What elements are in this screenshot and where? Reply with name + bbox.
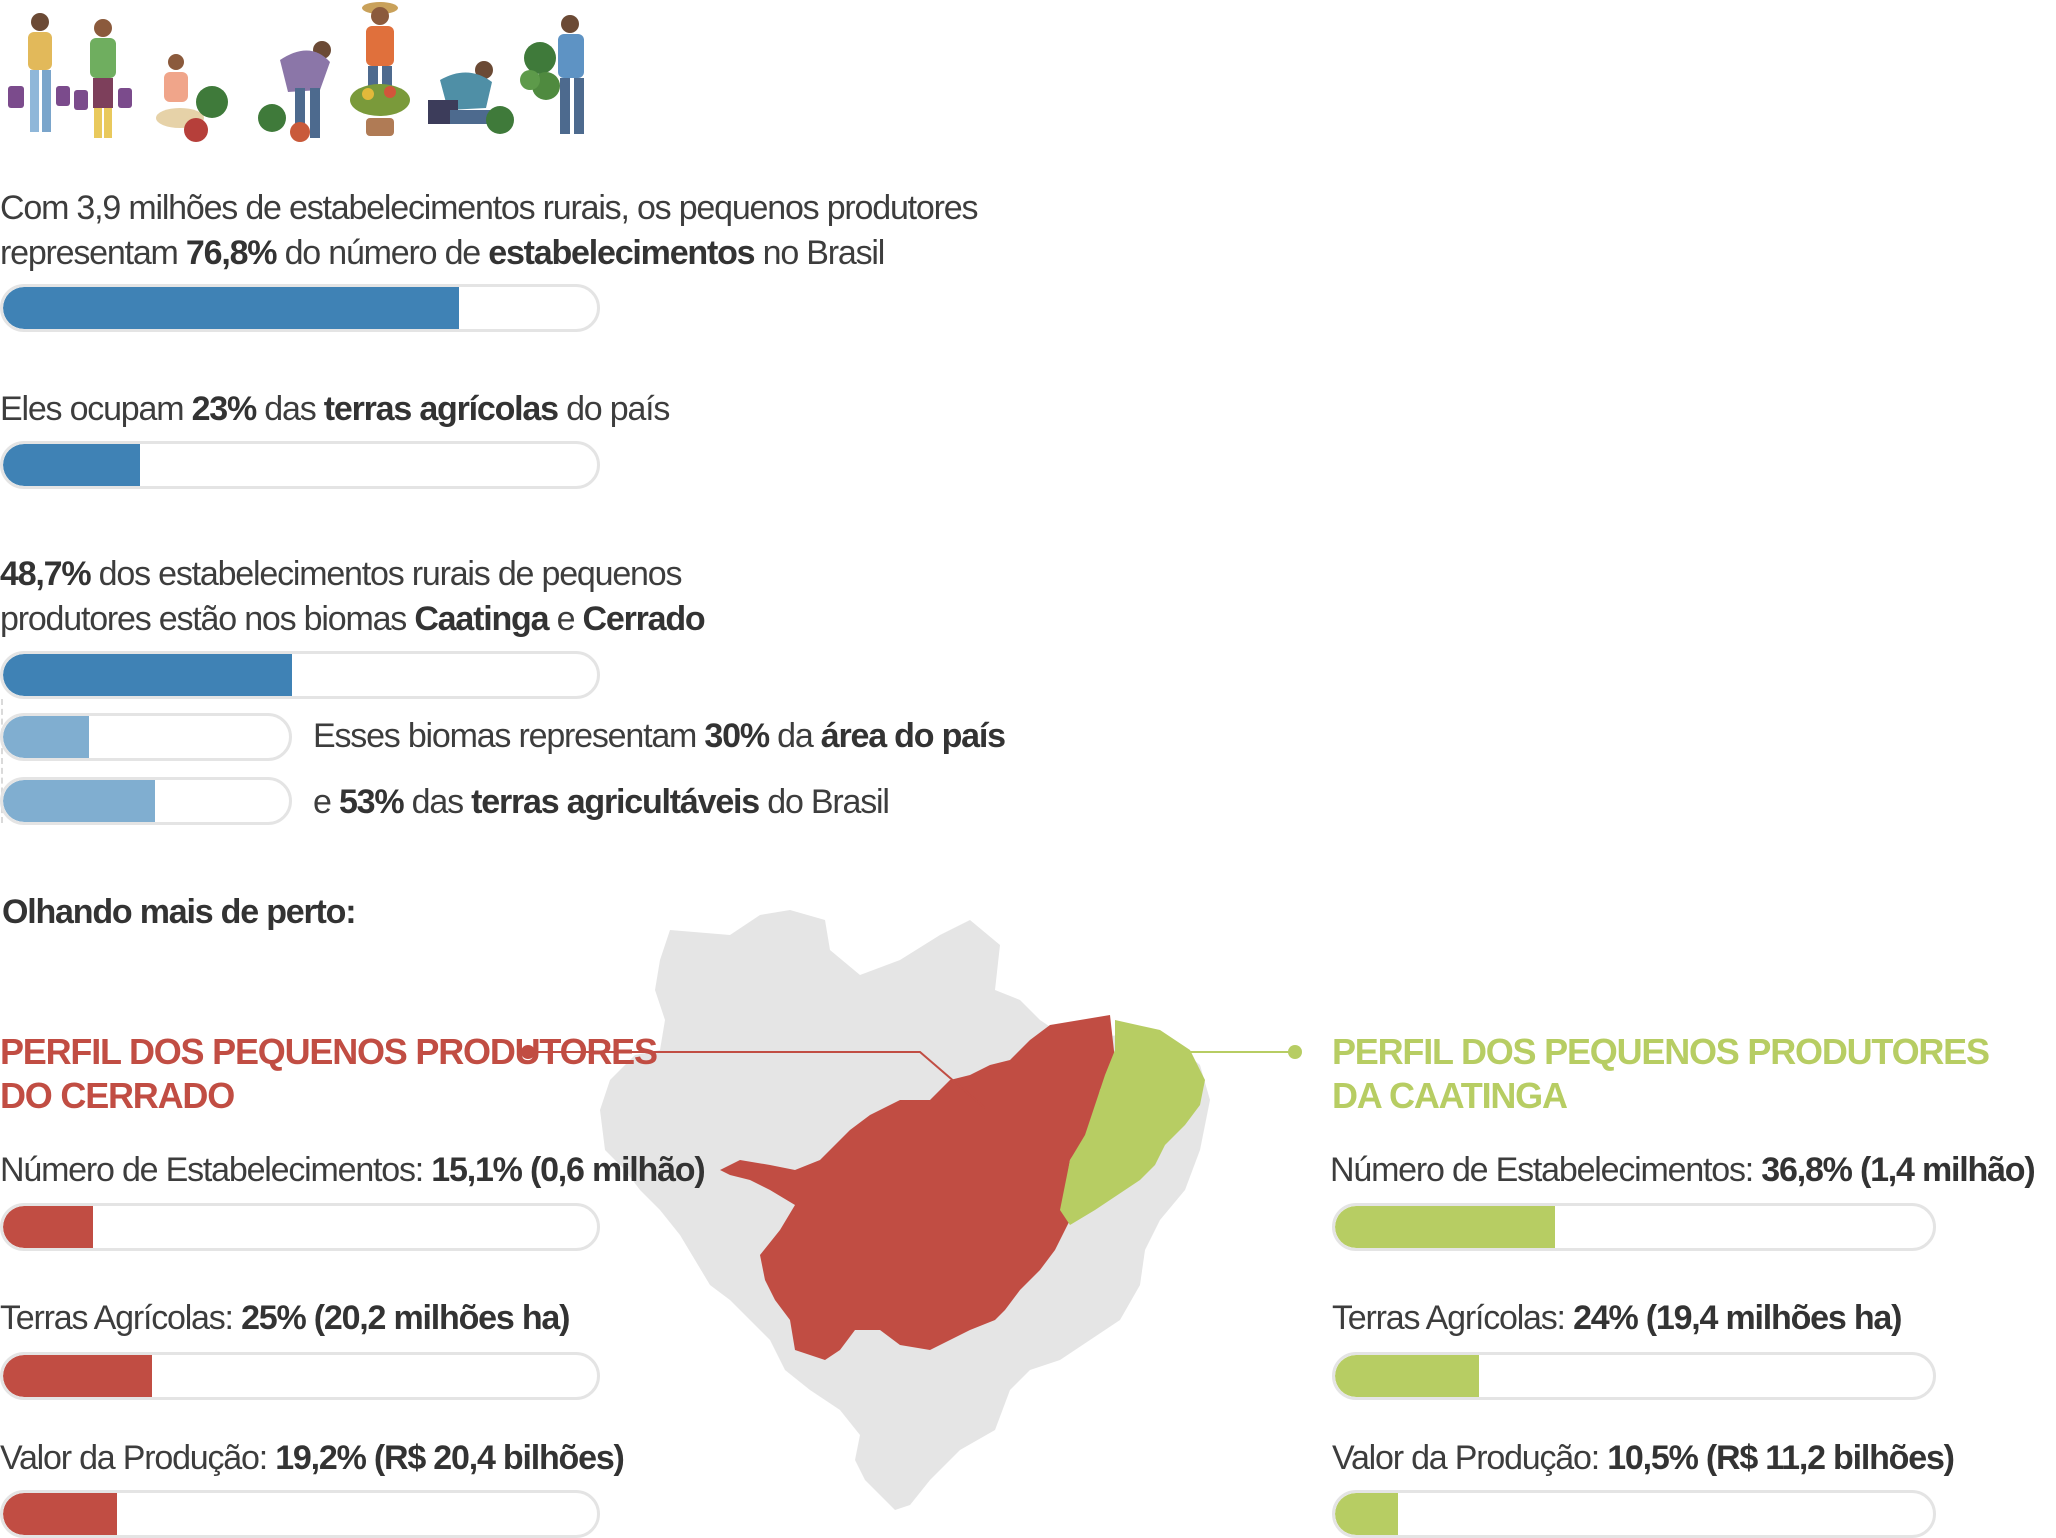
caatinga-item-3-text: Valor da Produção: 10,5% (R$ 11,2 bilhõe… (1332, 1439, 1955, 1477)
caatinga-title-line-1: PERFIL DOS PEQUENOS PRODUTORES (1332, 1031, 1990, 1072)
farmer-with-plants-icon (520, 15, 584, 134)
cerrado-item-1-text: Número de Estabelecimentos: 15,1% (0,6 m… (0, 1151, 706, 1189)
stat-5-bar-track (0, 777, 292, 825)
cerrado-title-line-2: DO CERRADO (0, 1075, 235, 1116)
stat-4-bar-track (0, 713, 292, 761)
cerrado-item-3-text: Valor da Produção: 19,2% (R$ 20,4 bilhõe… (0, 1439, 625, 1477)
cerrado-item-2-bar-fill (3, 1355, 152, 1397)
caatinga-item-1-bar-fill (1335, 1206, 1556, 1248)
stat-2-bar-track (0, 441, 600, 489)
cerrado-item-3-bar-fill (3, 1493, 118, 1535)
farmer-kneeling-icon (428, 61, 514, 134)
caatinga-title-line-2: DA CAATINGA (1332, 1075, 1568, 1116)
cerrado-connector-line (528, 1051, 986, 1109)
caatinga-item-2-bar-track (1332, 1352, 1936, 1400)
stat-3-line-2: produtores estão nos biomas Caatinga e C… (0, 600, 706, 638)
cerrado-item-3-bar-track (0, 1490, 600, 1538)
woman-harvesting-icon (156, 54, 228, 142)
stat-2-text: Eles ocupam 23% das terras agrícolas do … (0, 390, 670, 428)
closer-look-heading: Olhando mais de perto: (2, 893, 357, 931)
stat-1-line-1: Com 3,9 milhões de estabelecimentos rura… (0, 189, 978, 227)
cerrado-region (720, 1015, 1115, 1360)
stat-1-line-2: representam 76,8% do número de estabelec… (0, 234, 885, 272)
cerrado-item-1-bar-track (0, 1203, 600, 1251)
farmer-with-buckets-icon (8, 13, 70, 132)
farmer-bending-icon (258, 41, 331, 142)
stat-3-bar-fill (3, 654, 293, 696)
cerrado-title-line-1: PERFIL DOS PEQUENOS PRODUTORES (0, 1031, 658, 1072)
bracket-dashed-line (1, 699, 3, 823)
cerrado-item-2-text: Terras Agrícolas: 25% (20,2 milhões ha) (0, 1299, 570, 1337)
caatinga-item-1-bar-track (1332, 1203, 1936, 1251)
woman-farmer-with-buckets-icon (74, 19, 132, 138)
caatinga-item-3-bar-fill (1335, 1493, 1398, 1535)
stat-5-text: e 53% das terras agricultáveis do Brasil (313, 783, 890, 821)
caatinga-region (1060, 1020, 1205, 1225)
caatinga-item-1-text: Número de Estabelecimentos: 36,8% (1,4 m… (1330, 1151, 2036, 1189)
farmers-illustration (8, 2, 584, 142)
stat-3-line-1: 48,7% dos estabelecimentos rurais de peq… (0, 555, 682, 593)
caatinga-item-3-bar-track (1332, 1490, 1936, 1538)
stat-5-bar-fill (3, 780, 155, 822)
cerrado-item-2-bar-track (0, 1352, 600, 1400)
stat-1-bar-fill (3, 287, 460, 329)
cerrado-item-1-bar-fill (3, 1206, 93, 1248)
caatinga-item-2-bar-fill (1335, 1355, 1479, 1397)
farmer-with-basket-icon (350, 2, 410, 136)
stat-4-bar-fill (3, 716, 89, 758)
brazil-map (600, 910, 1210, 1510)
stat-4-text: Esses biomas representam 30% da área do … (313, 717, 1006, 755)
stat-2-bar-fill (3, 444, 140, 486)
caatinga-item-2-text: Terras Agrícolas: 24% (19,4 milhões ha) (1332, 1299, 1902, 1337)
stat-3-bar-track (0, 651, 600, 699)
stat-1-bar-track (0, 284, 600, 332)
